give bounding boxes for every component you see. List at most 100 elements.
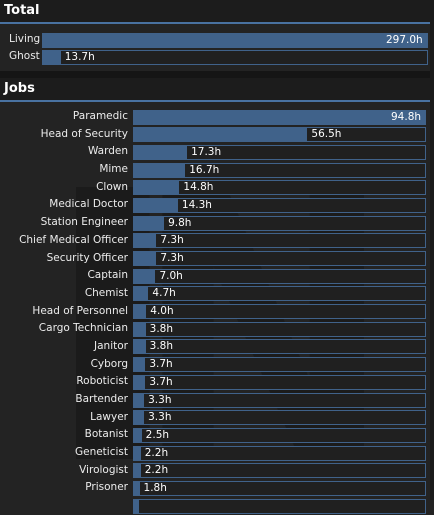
- job-row-label: Cargo Technician: [38, 322, 128, 335]
- job-row: Head of Personnel 4.0h: [0, 303, 434, 321]
- job-row-value: 2.2h: [144, 464, 169, 477]
- job-row-label: Paramedic: [72, 110, 128, 122]
- job-progress-fill: [134, 252, 157, 265]
- job-row-label: Botanist: [84, 428, 128, 441]
- job-progress-bar: 1.8h: [133, 480, 426, 496]
- total-progress-bar: 297.0h: [42, 32, 428, 48]
- job-progress-bar: 3.8h: [133, 321, 426, 337]
- job-progress-bar: 14.3h: [133, 197, 426, 213]
- job-row-value: 7.0h: [159, 269, 183, 282]
- job-progress-bar: 94.8h: [133, 109, 426, 125]
- job-row-value: 3.8h: [149, 322, 174, 335]
- job-row-label: Janitor: [94, 339, 128, 352]
- job-row: Captain 7.0h: [0, 267, 434, 285]
- total-row: Living 297.0h: [0, 31, 434, 48]
- job-progress-bar: 14.8h: [133, 180, 426, 196]
- job-row-value: 56.5h: [311, 128, 342, 141]
- job-progress-fill: [134, 481, 140, 495]
- job-progress-fill: [134, 305, 147, 319]
- job-progress-fill: [134, 128, 308, 142]
- job-progress-fill: [134, 322, 146, 336]
- job-row-value: 3.8h: [149, 340, 174, 353]
- job-row-value: 3.3h: [148, 393, 172, 406]
- job-row: Prisoner 1.8h: [0, 479, 434, 497]
- job-row-label: Chief Medical Officer: [19, 233, 128, 246]
- job-row-value: 7.3h: [160, 234, 184, 247]
- job-progress-fill: [134, 428, 142, 442]
- job-row-label: Roboticist: [76, 375, 128, 388]
- job-row-value: 3.7h: [149, 375, 173, 388]
- job-progress-bar: 17.3h: [133, 144, 426, 160]
- job-progress-bar: 4.7h: [133, 286, 426, 302]
- job-row-value: 2.5h: [145, 428, 170, 441]
- job-row-label: Medical Doctor: [49, 198, 128, 211]
- job-progress-bar: 7.0h: [133, 268, 426, 284]
- job-progress-fill: [134, 287, 149, 301]
- jobs-section-title: Jobs: [0, 78, 434, 102]
- total-row-value: 13.7h: [64, 50, 95, 63]
- job-progress-bar: [133, 498, 426, 514]
- job-row: Botanist 2.5h: [0, 426, 434, 444]
- job-progress-fill: [134, 198, 178, 212]
- job-row-value: 14.8h: [183, 181, 214, 194]
- job-row-value: 14.3h: [181, 198, 212, 211]
- job-row: Cargo Technician 3.8h: [0, 320, 434, 338]
- job-row: Paramedic 94.8h: [0, 108, 434, 126]
- total-row: Ghost 13.7h: [0, 48, 434, 65]
- job-progress-fill: [134, 163, 186, 177]
- job-row: Head of Security 56.5h: [0, 126, 434, 144]
- job-row-label: Chemist: [84, 286, 128, 299]
- job-progress-bar: 3.7h: [133, 357, 426, 373]
- total-row-label: Ghost: [9, 50, 40, 62]
- job-row-label: Bartender: [75, 393, 128, 405]
- job-row: Mime 16.7h: [0, 161, 434, 179]
- job-row: Warden 17.3h: [0, 143, 434, 161]
- job-row: Medical Doctor 14.3h: [0, 196, 434, 214]
- job-progress-fill: [134, 464, 141, 478]
- job-row-value: 4.7h: [152, 287, 176, 300]
- job-row-label: Warden: [87, 145, 128, 158]
- job-progress-fill: [134, 110, 425, 124]
- total-section-title: Total: [0, 0, 434, 24]
- job-row: Geneticist 2.2h: [0, 444, 434, 462]
- job-row: Janitor 3.8h: [0, 338, 434, 356]
- job-progress-fill: [134, 411, 145, 425]
- job-progress-bar: 2.2h: [133, 445, 426, 461]
- job-progress-fill: [134, 181, 180, 195]
- job-progress-bar: 3.7h: [133, 374, 426, 390]
- job-progress-fill: [134, 269, 156, 283]
- job-progress-bar: 7.3h: [133, 233, 426, 249]
- job-row-value: 9.8h: [168, 216, 192, 229]
- job-progress-fill: [134, 375, 146, 389]
- job-progress-fill: [134, 216, 165, 230]
- job-row: Chief Medical Officer 7.3h: [0, 232, 434, 250]
- job-row-value: 4.0h: [150, 305, 174, 318]
- job-row-value: 16.7h: [189, 163, 220, 176]
- job-progress-fill: [134, 234, 157, 248]
- job-row-value: 94.8h: [391, 110, 422, 123]
- job-row-value: 3.7h: [149, 358, 173, 371]
- job-row-value: 2.2h: [144, 446, 169, 459]
- job-progress-bar: 56.5h: [133, 127, 426, 143]
- job-row: Cyborg 3.7h: [0, 356, 434, 374]
- job-row-label: Cyborg: [90, 357, 128, 370]
- section-divider: [0, 71, 434, 78]
- job-row-value: 3.3h: [148, 411, 172, 424]
- job-row-label: Security Officer: [46, 251, 128, 264]
- total-progress-fill: [43, 50, 61, 64]
- total-progress-bar: 13.7h: [42, 49, 428, 65]
- job-row-label: Geneticist: [74, 446, 128, 459]
- job-row: Clown 14.8h: [0, 179, 434, 197]
- job-progress-bar: 9.8h: [133, 215, 426, 231]
- job-row-label: Lawyer: [90, 410, 128, 423]
- job-row-label: Head of Personnel: [32, 304, 128, 317]
- job-progress-bar: 7.3h: [133, 251, 426, 266]
- scrollbar[interactable]: [430, 0, 434, 500]
- job-progress-bar: 3.3h: [133, 410, 426, 426]
- job-row: Bartender 3.3h: [0, 391, 434, 409]
- jobs-section: Jobs Paramedic 94.8h Head of Security 56.5h…: [0, 78, 434, 515]
- job-progress-bar: 3.3h: [133, 392, 426, 408]
- job-row: Roboticist 3.7h: [0, 373, 434, 391]
- job-progress-bar: 4.0h: [133, 304, 426, 320]
- job-row-label: Clown: [96, 180, 128, 193]
